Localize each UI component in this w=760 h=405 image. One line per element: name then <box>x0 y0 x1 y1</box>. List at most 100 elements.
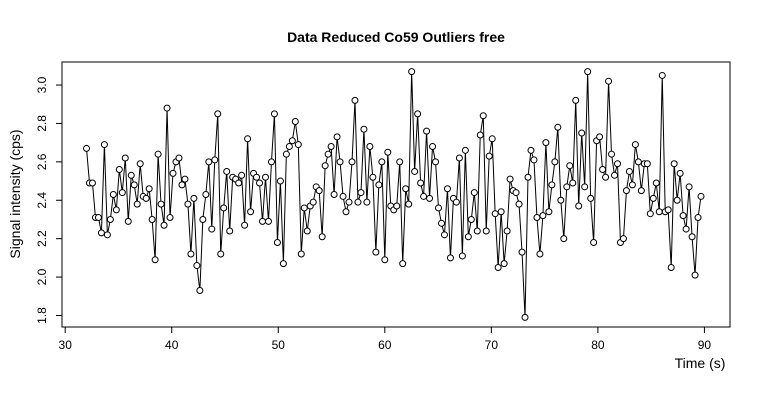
data-point <box>238 171 246 179</box>
data-point <box>288 137 296 145</box>
data-point <box>417 179 425 187</box>
data-point <box>378 158 386 166</box>
data-point <box>270 110 278 118</box>
data-point <box>241 221 249 229</box>
data-point <box>473 227 481 235</box>
data-point <box>584 68 592 76</box>
data-point <box>679 212 687 220</box>
data-point <box>497 208 505 216</box>
data-point <box>596 133 604 141</box>
data-point <box>372 248 380 256</box>
data-point <box>521 313 529 321</box>
y-tick-label: 1.8 <box>35 307 49 324</box>
data-point <box>169 169 177 177</box>
data-point <box>348 158 356 166</box>
data-point <box>127 171 135 179</box>
data-point <box>187 250 195 258</box>
data-point <box>199 215 207 223</box>
data-point <box>163 104 171 112</box>
data-point <box>554 123 562 131</box>
data-point <box>488 135 496 143</box>
data-point <box>694 214 702 222</box>
data-point <box>458 252 466 260</box>
data-line <box>86 71 702 318</box>
data-point <box>476 131 484 139</box>
data-point <box>408 68 416 76</box>
y-tick-label: 2.8 <box>35 115 49 132</box>
data-point <box>578 129 586 137</box>
data-point <box>631 141 639 149</box>
data-point <box>533 214 541 222</box>
data-point <box>646 210 654 218</box>
data-point <box>333 133 341 141</box>
data-point <box>581 183 589 191</box>
data-point <box>342 208 350 216</box>
data-point <box>634 158 642 166</box>
data-point <box>605 77 613 85</box>
data-point <box>437 219 445 227</box>
data-point <box>318 233 326 241</box>
data-point <box>88 179 96 187</box>
y-tick-label: 2.6 <box>35 153 49 170</box>
y-tick-label: 3.0 <box>35 76 49 93</box>
data-point <box>512 189 520 197</box>
x-tick-label: 30 <box>59 338 73 352</box>
data-point <box>160 221 168 229</box>
data-point <box>157 200 165 208</box>
data-point <box>273 239 281 247</box>
data-point <box>267 158 275 166</box>
data-point <box>264 217 272 225</box>
data-point <box>569 179 577 187</box>
data-point <box>97 229 105 237</box>
data-point <box>220 204 228 212</box>
data-point <box>256 179 264 187</box>
data-point <box>393 202 401 210</box>
data-point <box>688 233 696 241</box>
data-point <box>670 160 678 168</box>
data-point <box>339 192 347 200</box>
x-tick-label: 70 <box>485 338 499 352</box>
data-point <box>175 154 183 162</box>
data-point <box>202 191 210 198</box>
data-point <box>611 171 619 179</box>
data-point <box>124 217 132 225</box>
data-point <box>211 156 219 164</box>
data-point <box>411 167 419 175</box>
data-point <box>557 196 565 204</box>
x-tick-label: 80 <box>591 338 605 352</box>
data-point <box>205 158 213 166</box>
data-point <box>112 206 120 214</box>
data-point <box>214 110 222 118</box>
data-point <box>303 227 311 235</box>
data-point <box>345 198 353 206</box>
data-point <box>440 231 448 239</box>
data-point <box>545 208 553 216</box>
data-point <box>503 227 511 235</box>
data-point <box>414 110 422 118</box>
data-point <box>399 260 407 268</box>
data-point <box>506 175 514 183</box>
data-point <box>315 187 323 195</box>
data-point <box>366 142 374 150</box>
data-point <box>190 194 198 202</box>
data-point <box>178 181 186 189</box>
data-point <box>655 208 663 216</box>
data-point <box>396 158 404 166</box>
data-point <box>575 202 583 210</box>
data-point <box>151 256 159 264</box>
data-point <box>336 158 344 166</box>
data-point <box>100 141 108 149</box>
data-point <box>375 181 383 189</box>
data-point <box>625 167 633 175</box>
data-point <box>524 173 532 181</box>
data-point <box>470 189 478 197</box>
data-point <box>142 194 150 202</box>
chart-title: Data Reduced Co59 Outliers free <box>287 29 505 45</box>
data-point <box>637 187 645 195</box>
data-point <box>572 96 580 104</box>
data-point <box>327 142 335 150</box>
data-point <box>136 160 144 168</box>
plot-frame <box>61 61 731 328</box>
x-tick-label: 90 <box>698 338 712 352</box>
